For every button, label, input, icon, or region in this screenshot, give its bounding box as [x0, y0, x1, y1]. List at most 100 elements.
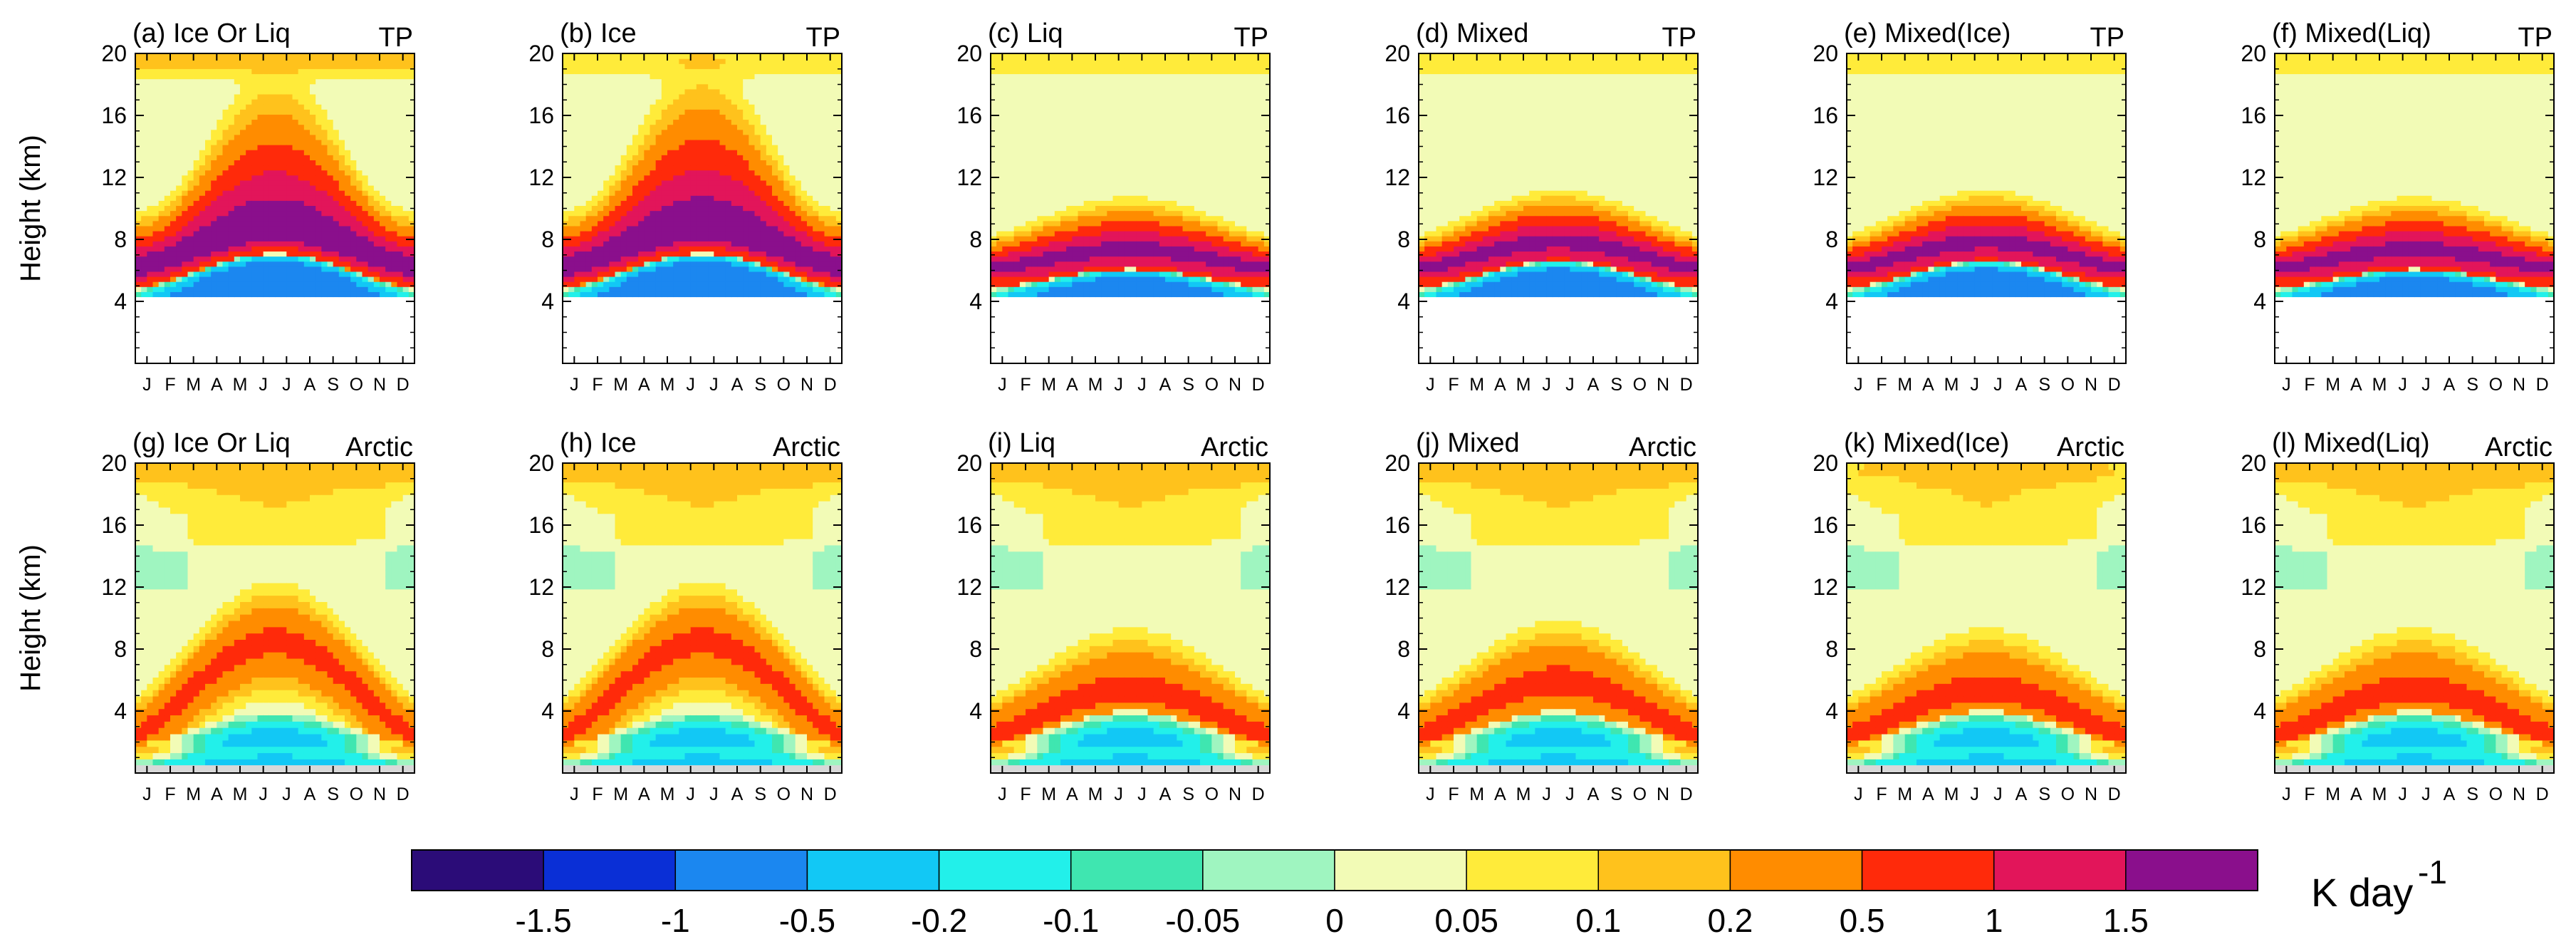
heatmap-cell — [141, 63, 147, 69]
heatmap-cell — [580, 73, 587, 79]
heatmap-cell — [345, 68, 351, 74]
heatmap-cell — [679, 155, 685, 160]
heatmap-cell — [229, 84, 235, 90]
heatmap-cell — [627, 150, 633, 155]
heatmap-cell — [275, 185, 281, 191]
heatmap-cell — [720, 84, 726, 90]
heatmap-cell — [627, 180, 633, 186]
heatmap-cell — [598, 73, 604, 79]
heatmap-cell — [269, 160, 276, 165]
heatmap-cell — [609, 104, 615, 110]
heatmap-cell — [350, 104, 357, 110]
heatmap-cell — [170, 271, 177, 277]
heatmap-cell — [368, 155, 375, 160]
heatmap-cell — [368, 221, 375, 227]
heatmap-cell — [269, 104, 276, 110]
heatmap-cell — [621, 256, 627, 262]
heatmap-cell — [380, 241, 386, 247]
heatmap-cell — [339, 180, 345, 186]
heatmap-cell — [673, 89, 679, 95]
heatmap-cell — [264, 200, 270, 206]
heatmap-cell — [632, 94, 639, 100]
heatmap-cell — [621, 195, 627, 201]
heatmap-cell — [726, 53, 732, 59]
heatmap-cell — [697, 276, 703, 282]
heatmap-cell — [697, 286, 703, 292]
heatmap-cell — [229, 175, 235, 181]
heatmap-cell — [135, 236, 142, 242]
heatmap-cell — [679, 63, 685, 69]
heatmap-cell — [304, 246, 311, 251]
heatmap-cell — [199, 160, 206, 165]
heatmap-cell — [662, 94, 668, 100]
heatmap-cell — [264, 266, 270, 272]
heatmap-cell — [691, 63, 697, 69]
heatmap-cell — [264, 216, 270, 222]
heatmap-cell — [321, 68, 328, 74]
heatmap-cell — [574, 114, 580, 120]
heatmap-cell — [194, 109, 200, 115]
heatmap-cell — [350, 89, 357, 95]
heatmap-cell — [621, 180, 627, 186]
heatmap-cell — [380, 276, 386, 282]
heatmap-cell — [240, 99, 246, 105]
heatmap-cell — [316, 94, 322, 100]
heatmap-cell — [170, 205, 177, 211]
heatmap-cell — [621, 99, 627, 105]
heatmap-cell — [217, 89, 223, 95]
heatmap-cell — [697, 58, 703, 64]
heatmap-cell — [385, 256, 392, 262]
heatmap-cell — [385, 160, 392, 165]
heatmap-cell — [679, 175, 685, 181]
heatmap-cell — [644, 145, 650, 150]
heatmap-cell — [350, 68, 357, 74]
heatmap-cell — [286, 109, 293, 115]
heatmap-cell — [621, 119, 627, 125]
heatmap-cell — [749, 185, 755, 191]
heatmap-cell — [234, 286, 241, 292]
heatmap-cell — [328, 130, 334, 135]
heatmap-cell — [662, 89, 668, 95]
heatmap-cell — [673, 130, 679, 135]
heatmap-cell — [627, 246, 633, 251]
heatmap-cell — [229, 140, 235, 145]
heatmap-cell — [580, 231, 587, 237]
heatmap-cell — [321, 251, 328, 256]
heatmap-cell — [251, 271, 258, 277]
heatmap-cell — [281, 79, 287, 85]
heatmap-cell — [217, 125, 223, 130]
heatmap-cell — [662, 150, 668, 155]
heatmap-cell — [697, 89, 703, 95]
heatmap-cell — [644, 271, 650, 277]
heatmap-cell — [662, 84, 668, 90]
heatmap-cell — [374, 160, 380, 165]
heatmap-cell — [293, 58, 299, 64]
heatmap-cell — [702, 135, 709, 140]
heatmap-cell — [627, 63, 633, 69]
heatmap-cell — [345, 89, 351, 95]
heatmap-cell — [229, 185, 235, 191]
heatmap-cell — [380, 211, 386, 217]
heatmap-cell — [568, 271, 575, 277]
heatmap-cell — [714, 119, 720, 125]
heatmap-cell — [234, 246, 241, 251]
heatmap-cell — [644, 155, 650, 160]
heatmap-cell — [737, 155, 744, 160]
heatmap-cell — [159, 109, 165, 115]
heatmap-cell — [679, 190, 685, 196]
heatmap-cell — [199, 145, 206, 150]
heatmap-cell — [743, 94, 749, 100]
heatmap-cell — [286, 89, 293, 95]
heatmap-cell — [251, 135, 258, 140]
heatmap-cell — [141, 130, 147, 135]
heatmap-cell — [269, 135, 276, 140]
heatmap-cell — [685, 256, 692, 262]
heatmap-cell — [165, 221, 171, 227]
heatmap-cell — [368, 195, 375, 201]
heatmap-cell — [380, 251, 386, 256]
heatmap-cell — [205, 84, 212, 90]
heatmap-cell — [321, 89, 328, 95]
heatmap-cell — [743, 231, 749, 237]
heatmap-cell — [229, 226, 235, 232]
heatmap-cell — [650, 58, 657, 64]
